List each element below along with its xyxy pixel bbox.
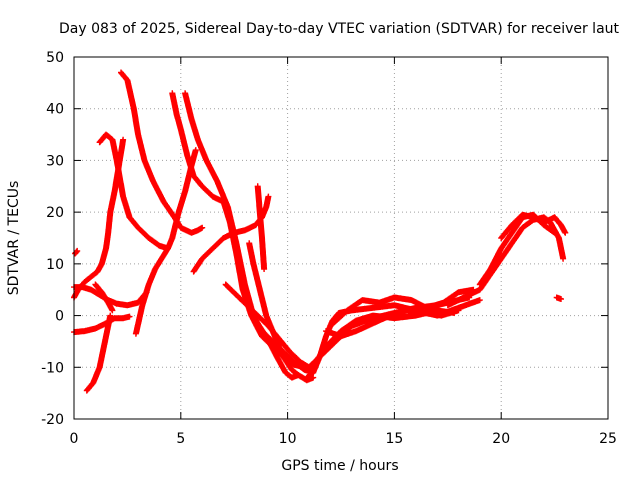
axis-ticks: 0 5 10 15 20 25 -20 -10 0 10 20 30 40 50	[41, 50, 617, 447]
series-arc-9	[132, 147, 199, 337]
data-point-marks	[118, 69, 206, 236]
series-arc-24	[498, 211, 569, 241]
x-tick-label: 0	[70, 431, 79, 447]
data-series	[71, 69, 569, 394]
grid-lines	[74, 57, 608, 419]
data-point-marks	[182, 90, 317, 376]
x-tick-label: 5	[176, 431, 185, 447]
data-point-marks	[72, 247, 81, 257]
data-point-marks	[132, 147, 199, 337]
data-point-marks	[553, 294, 564, 302]
series-arc-6	[92, 281, 116, 314]
plot-frame	[73, 56, 609, 420]
series-arc-15	[254, 183, 268, 272]
series-arc-11	[182, 90, 317, 376]
data-point-marks	[92, 281, 116, 314]
y-tick-label: 50	[46, 50, 64, 66]
y-tick-label: 0	[55, 309, 64, 325]
series-arc-2	[72, 247, 81, 257]
y-tick-label: 10	[46, 257, 64, 273]
y-tick-label: 40	[46, 102, 64, 118]
series-arc-8	[118, 69, 206, 236]
data-point-marks	[83, 312, 114, 394]
x-tick-label: 10	[279, 431, 297, 447]
y-tick-label: 30	[46, 153, 64, 169]
series-arc-16	[252, 317, 302, 381]
data-point-marks	[327, 286, 477, 329]
data-point-marks	[498, 211, 569, 241]
data-point-marks	[254, 183, 268, 272]
data-point-marks	[71, 313, 133, 336]
data-point-marks	[323, 307, 462, 340]
data-point-marks	[252, 317, 302, 381]
y-tick-label: -10	[41, 360, 64, 376]
y-axis-label: SDTVAR / TECUs	[6, 181, 22, 296]
y-tick-label: -20	[41, 412, 64, 428]
chart-title: Day 083 of 2025, Sidereal Day-to-day VTE…	[59, 21, 620, 37]
y-tick-label: 20	[46, 205, 64, 221]
series-arc-20	[327, 286, 477, 329]
series-arc-7	[96, 131, 171, 252]
series-arc-4	[71, 313, 133, 336]
x-tick-label: 15	[385, 431, 403, 447]
x-axis-label: GPS time / hours	[281, 458, 398, 474]
x-tick-label: 25	[599, 431, 617, 447]
series-arc-25	[553, 294, 564, 302]
series-arc-21	[323, 307, 462, 340]
data-point-marks	[96, 131, 171, 252]
x-tick-label: 20	[492, 431, 510, 447]
series-arc-5	[83, 312, 114, 394]
